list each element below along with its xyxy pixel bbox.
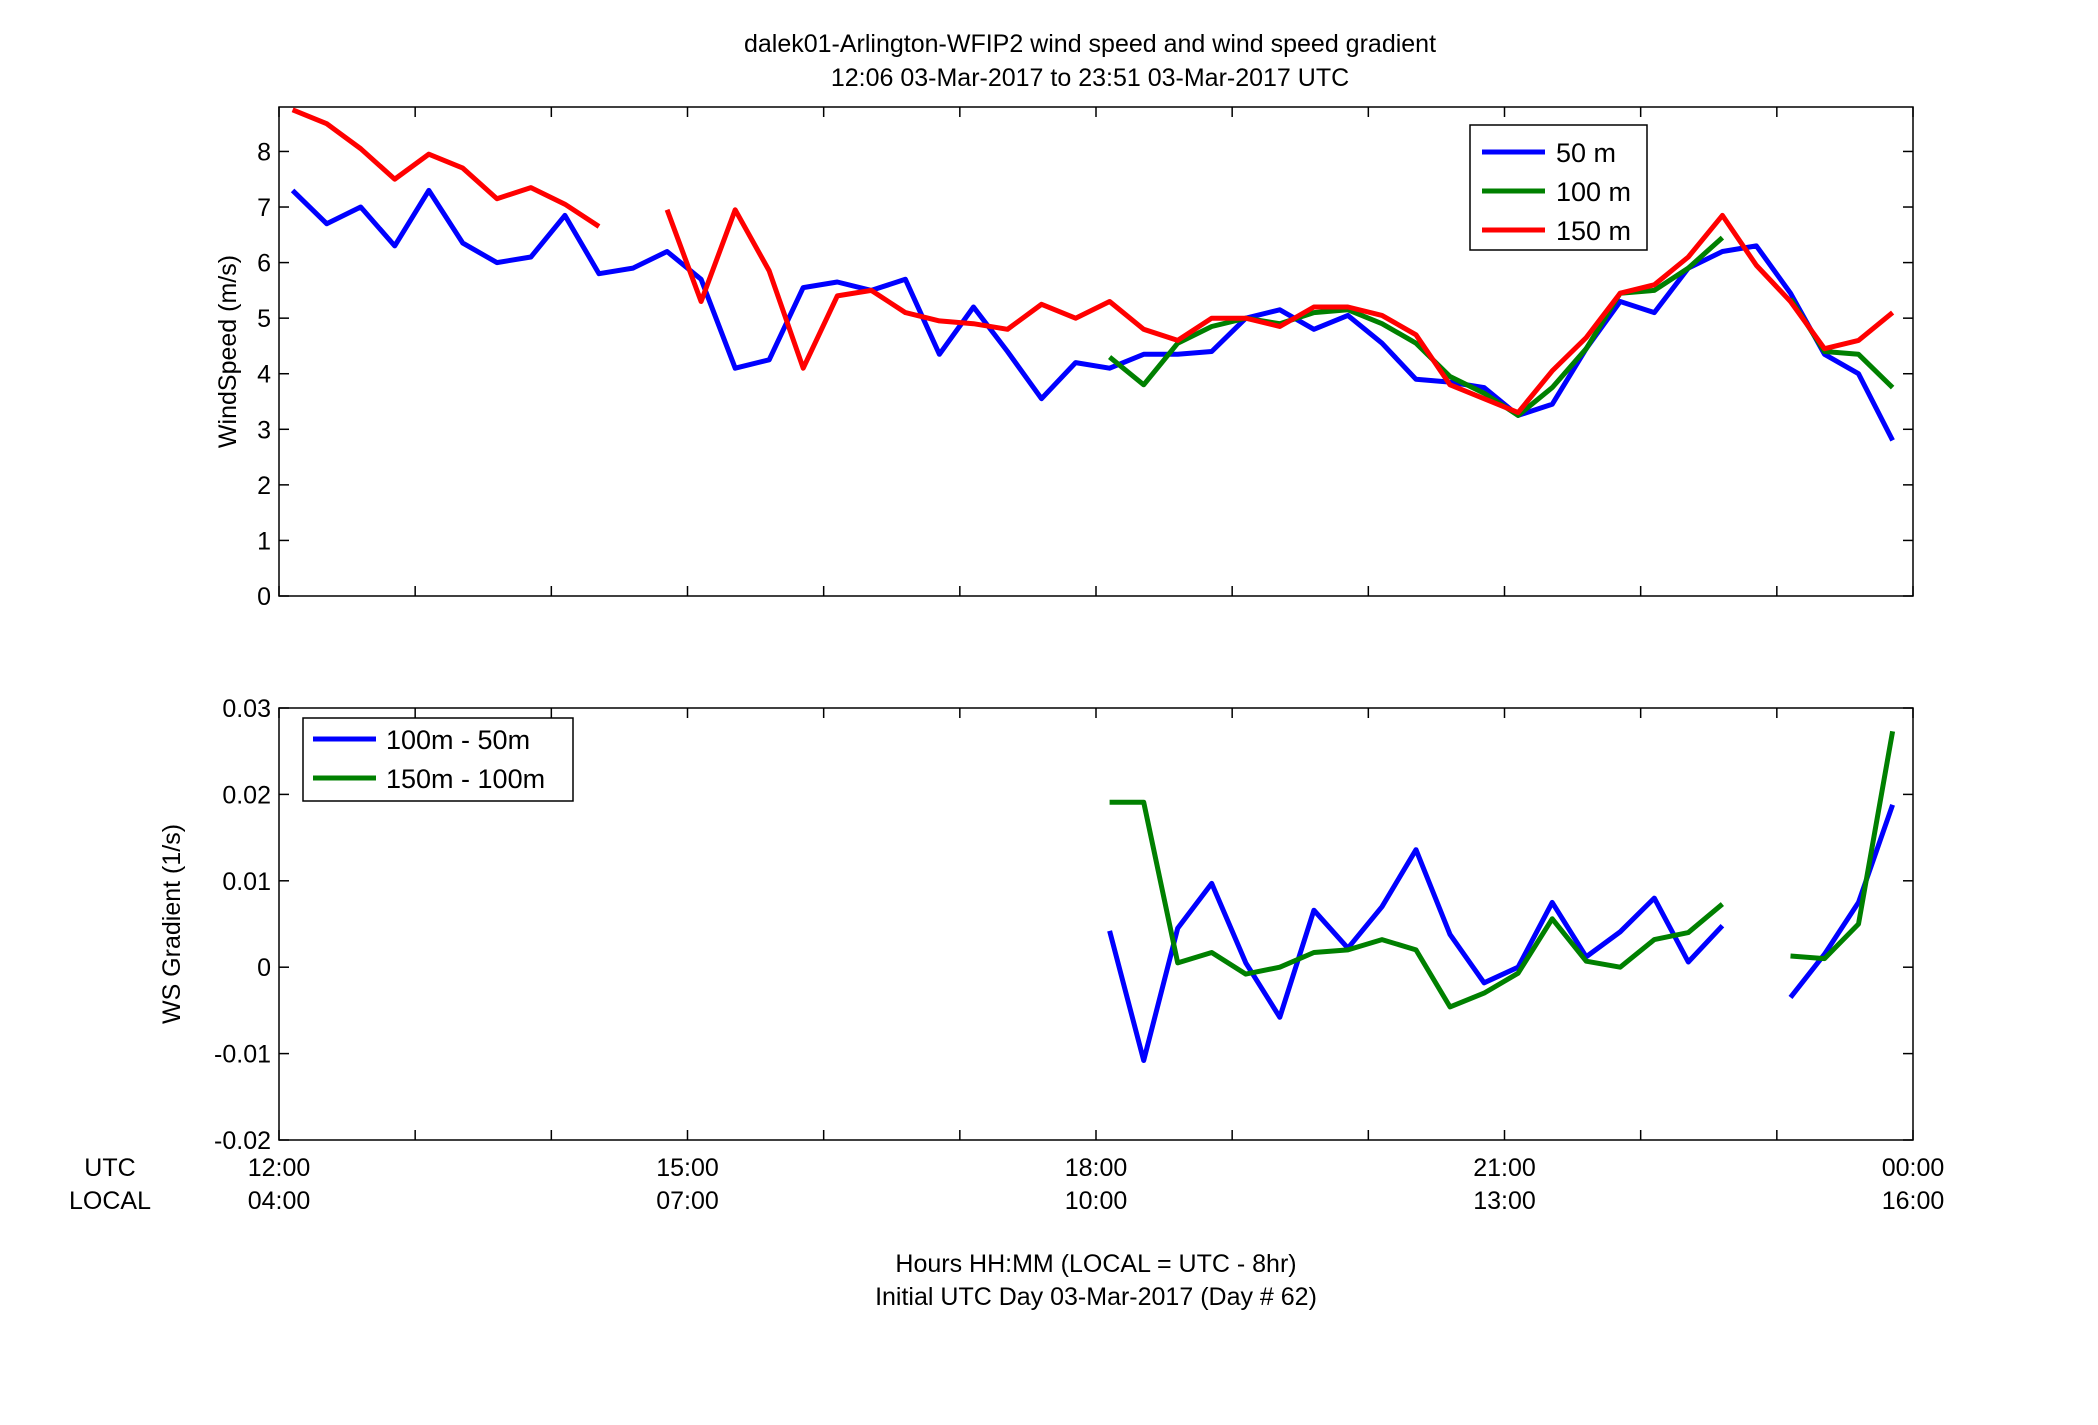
series-line-50-m: [290, 187, 1895, 442]
windspeed-x-ticks: [278, 107, 1914, 596]
windspeed-series: [290, 107, 1895, 442]
x-axis-row-local: LOCAL: [69, 1187, 151, 1215]
series-line-150-m: [291, 107, 1895, 416]
legend-label-50m: 50 m: [1556, 138, 1616, 168]
gradient-y-tick-label: 0: [257, 954, 271, 982]
gradient-legend-box: [302, 717, 574, 802]
series-line-100m-50m: [1107, 803, 1895, 1063]
chart-title: dalek01-Arlington-WFIP2 wind speed and w…: [744, 30, 1436, 58]
gradient-y-ticks: -0.02 -0.01 0 0.01 0.02 0.03: [214, 695, 1913, 1155]
x-tick-label-local: 04:00: [248, 1187, 311, 1215]
windspeed-y-tick-label: 2: [257, 472, 271, 500]
windspeed-plot: 0 1 2 3 4 5 6 7 8 WindSpeed (m/s) 50 m 100 m 150…: [214, 106, 1914, 611]
windspeed-y-tick-label: 5: [257, 305, 271, 333]
series-line-150m-100m: [1109, 730, 1896, 1010]
x-tick-label-local: 13:00: [1473, 1187, 1536, 1215]
x-tick-label-local: 10:00: [1065, 1187, 1128, 1215]
gradient-y-tick-label: -0.01: [214, 1041, 271, 1069]
x-axis-label: Hours HH:MM (LOCAL = UTC - 8hr): [895, 1250, 1296, 1278]
windspeed-y-ticks: 0 1 2 3 4 5 6 7 8: [257, 138, 1913, 611]
chart-subtitle: 12:06 03-Mar-2017 to 23:51 03-Mar-2017 U…: [831, 64, 1349, 92]
windspeed-y-tick-label: 1: [257, 527, 271, 555]
legend-label-150m-100m: 150m - 100m: [386, 764, 545, 794]
windspeed-y-tick-label: 4: [257, 361, 271, 389]
x-tick-label-utc: 21:00: [1473, 1154, 1536, 1182]
x-axis-row-utc: UTC: [84, 1154, 135, 1182]
x-tick-labels: 12:00 04:00 15:00 07:00 18:00 10:00 21:00 13:00…: [248, 1154, 1945, 1215]
legend-label-100m: 100 m: [1556, 177, 1631, 207]
gradient-y-label: WS Gradient (1/s): [158, 824, 186, 1024]
x-tick-label-local: 16:00: [1882, 1187, 1945, 1215]
gradient-plot: -0.02 -0.01 0 0.01 0.02 0.03 WS Gradient (1/s…: [158, 695, 1914, 1155]
x-tick-label-utc: 18:00: [1065, 1154, 1128, 1182]
windspeed-y-tick-label: 8: [257, 138, 271, 166]
x-tick-label-utc: 00:00: [1882, 1154, 1945, 1182]
legend-label-150m: 150 m: [1556, 216, 1631, 246]
x-tick-label-local: 07:00: [656, 1187, 719, 1215]
gradient-series: [1107, 730, 1896, 1063]
windspeed-y-tick-label: 3: [257, 416, 271, 444]
gradient-y-tick-label: 0.01: [222, 868, 271, 896]
windspeed-y-tick-label: 6: [257, 250, 271, 278]
legend-label-100m-50m: 100m - 50m: [386, 725, 530, 755]
x-axis-label-day: Initial UTC Day 03-Mar-2017 (Day # 62): [875, 1283, 1317, 1311]
windspeed-y-tick-label: 0: [257, 583, 271, 611]
x-tick-label-utc: 12:00: [248, 1154, 311, 1182]
gradient-x-ticks: [278, 708, 1914, 1140]
gradient-legend: 100m - 50m 150m - 100m: [302, 717, 574, 802]
gradient-y-tick-label: -0.02: [214, 1127, 271, 1155]
series-line-100-m: [1108, 235, 1895, 418]
windspeed-y-label: WindSpeed (m/s): [214, 255, 242, 448]
windspeed-legend: 50 m 100 m 150 m: [1469, 124, 1648, 251]
x-tick-label-utc: 15:00: [656, 1154, 719, 1182]
windspeed-axes-box: [278, 106, 1914, 597]
windspeed-y-tick-label: 7: [257, 194, 271, 222]
gradient-y-tick-label: 0.03: [222, 695, 271, 723]
gradient-y-tick-label: 0.02: [222, 781, 271, 809]
